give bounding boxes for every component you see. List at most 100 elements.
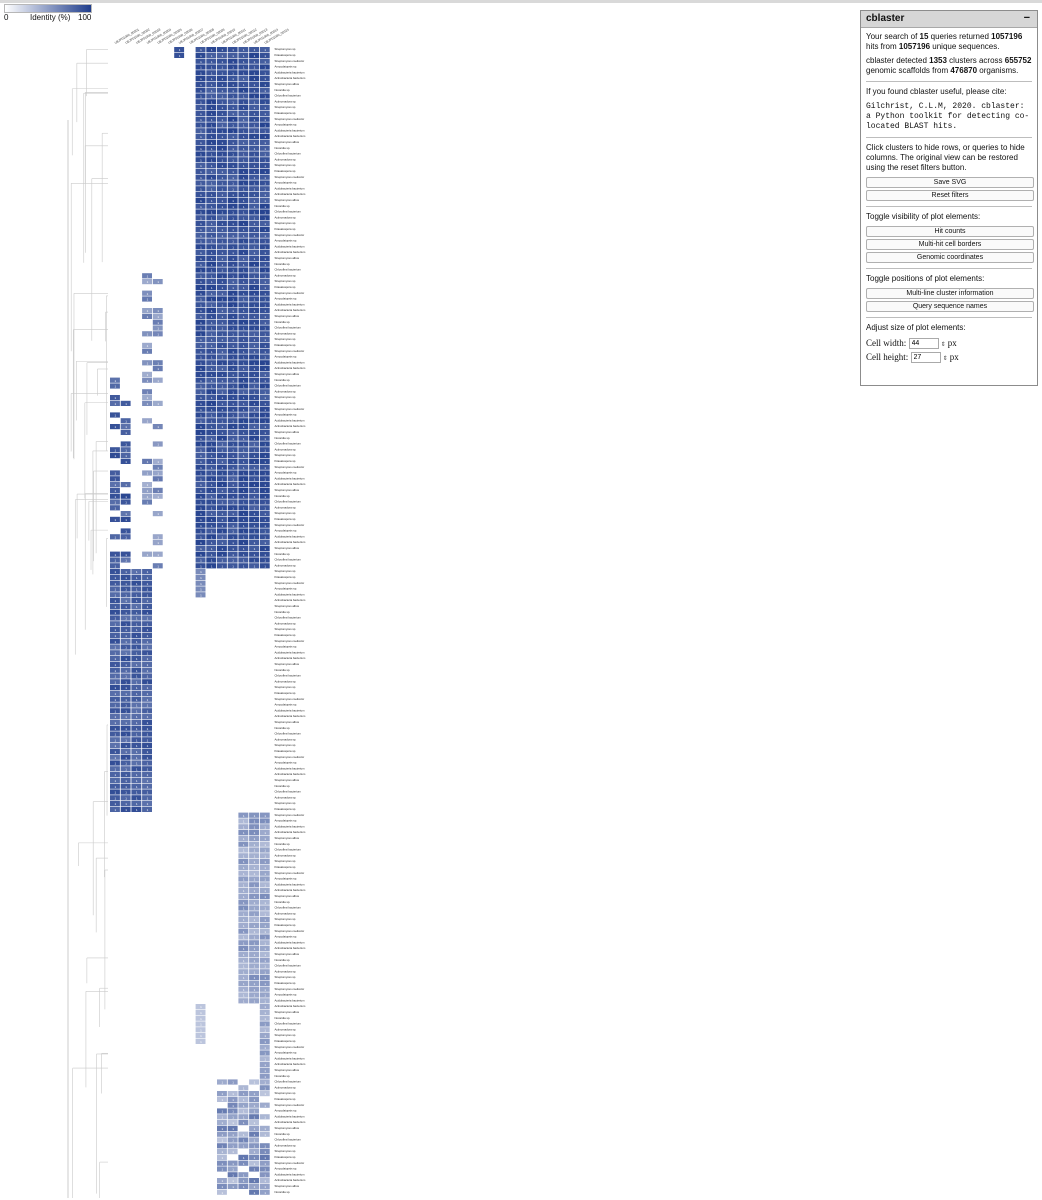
heatmap-cell[interactable] [142,569,152,575]
heatmap-cell[interactable] [227,128,238,134]
heatmap-cell[interactable] [131,598,142,604]
heatmap-cell[interactable] [217,557,227,563]
heatmap-cell[interactable] [142,377,152,383]
heatmap-cell[interactable] [195,128,206,134]
heatmap-cell[interactable] [238,139,249,145]
heatmap-cell[interactable] [217,331,227,337]
heatmap-cell[interactable] [142,371,152,377]
cluster-organism-label[interactable]: Nocardia sp. [275,958,291,962]
heatmap-cell[interactable] [206,348,217,354]
heatmap-cell[interactable] [195,308,206,314]
heatmap-cell[interactable] [120,801,131,807]
heatmap-cell[interactable] [227,99,238,105]
heatmap-cell[interactable] [120,482,131,488]
heatmap-cell[interactable] [259,215,270,221]
cluster-organism-label[interactable]: Actinomadura sp. [275,331,297,335]
heatmap-cell[interactable] [259,226,270,232]
heatmap-cell[interactable] [131,685,142,691]
cluster-organism-label[interactable]: Nocardia sp. [275,610,291,614]
heatmap-cell[interactable] [206,134,217,140]
heatmap-cell[interactable] [249,835,259,841]
heatmap-cell[interactable] [195,551,206,557]
heatmap-cell[interactable] [217,122,227,128]
cluster-organism-label[interactable]: Nocardia sp. [275,88,291,92]
heatmap-cell[interactable] [217,1143,227,1149]
heatmap-cell[interactable] [195,1021,206,1027]
heatmap-cell[interactable] [238,360,249,366]
heatmap-cell[interactable] [131,806,142,812]
heatmap-cell[interactable] [206,435,217,441]
heatmap-cell[interactable] [217,383,227,389]
heatmap-cell[interactable] [142,772,152,778]
heatmap-cell[interactable] [217,290,227,296]
heatmap-cell[interactable] [259,76,270,82]
heatmap-cell[interactable] [131,731,142,737]
heatmap-cell[interactable] [249,250,259,256]
heatmap-cell[interactable] [206,337,217,343]
heatmap-cell[interactable] [249,899,259,905]
heatmap-cell[interactable] [110,777,120,783]
heatmap-cell[interactable] [131,737,142,743]
heatmap-cell[interactable] [195,255,206,261]
heatmap-cell[interactable] [120,447,131,453]
heatmap-cell[interactable] [238,453,249,459]
cluster-organism-label[interactable]: Amycolatopsis sp. [275,703,298,707]
heatmap-cell[interactable] [131,656,142,662]
heatmap-cell[interactable] [227,1160,238,1166]
heatmap-cell[interactable] [142,273,152,279]
heatmap-cell[interactable] [120,586,131,592]
heatmap-cell[interactable] [131,690,142,696]
heatmap-cell[interactable] [110,685,120,691]
heatmap-cell[interactable] [238,232,249,238]
heatmap-cell[interactable] [110,516,120,522]
heatmap-cell[interactable] [238,975,249,981]
heatmap-cell[interactable] [110,766,120,772]
heatmap-cell[interactable] [131,766,142,772]
heatmap-cell[interactable] [238,882,249,888]
heatmap-cell[interactable] [238,395,249,401]
heatmap-cell[interactable] [227,174,238,180]
heatmap-cell[interactable] [206,360,217,366]
heatmap-cell[interactable] [217,52,227,58]
heatmap-cell[interactable] [227,1102,238,1108]
heatmap-cell[interactable] [259,522,270,528]
heatmap-cell[interactable] [259,835,270,841]
heatmap-cell[interactable] [249,116,259,122]
heatmap-cell[interactable] [206,99,217,105]
heatmap-cell[interactable] [259,296,270,302]
heatmap-cell[interactable] [259,1085,270,1091]
heatmap-cell[interactable] [217,1166,227,1172]
heatmap-cell[interactable] [227,1125,238,1131]
cluster-organism-label[interactable]: Actinobacteria bacterium [275,1120,306,1124]
heatmap-cell[interactable] [259,273,270,279]
heatmap-cell[interactable] [217,302,227,308]
heatmap-cell[interactable] [131,574,142,580]
heatmap-cell[interactable] [249,453,259,459]
cluster-organism-label[interactable]: Acidobacteria bacterium [275,70,306,74]
heatmap-cell[interactable] [238,493,249,499]
heatmap-cell[interactable] [238,522,249,528]
heatmap-cell[interactable] [259,151,270,157]
heatmap-cell[interactable] [249,331,259,337]
heatmap-cell[interactable] [249,87,259,93]
heatmap-cell[interactable] [259,864,270,870]
heatmap-cell[interactable] [249,110,259,116]
heatmap-cell[interactable] [195,435,206,441]
heatmap-cell[interactable] [217,197,227,203]
heatmap-cell[interactable] [217,1091,227,1097]
heatmap-cell[interactable] [259,116,270,122]
heatmap-cell[interactable] [206,395,217,401]
heatmap-cell[interactable] [259,545,270,551]
heatmap-cell[interactable] [238,383,249,389]
heatmap-cell[interactable] [142,702,152,708]
heatmap-cell[interactable] [259,313,270,319]
heatmap-cell[interactable] [120,731,131,737]
heatmap-cell[interactable] [217,516,227,522]
heatmap-cell[interactable] [238,986,249,992]
cluster-organism-label[interactable]: Streptomyces coelicolor [275,117,305,121]
heatmap-cell[interactable] [131,632,142,638]
heatmap-cell[interactable] [249,934,259,940]
heatmap-cell[interactable] [217,1131,227,1137]
heatmap-cell[interactable] [249,360,259,366]
heatmap-cell[interactable] [142,627,152,633]
